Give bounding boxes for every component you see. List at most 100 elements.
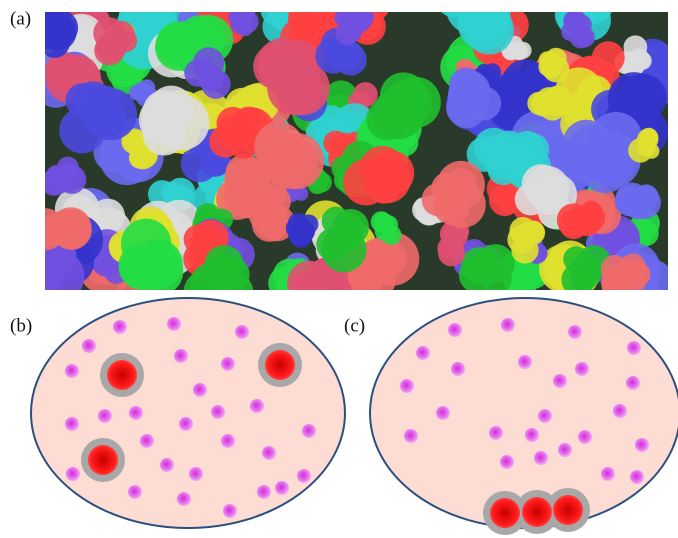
blob-part <box>542 87 570 115</box>
crowder <box>626 376 640 390</box>
blob-part <box>437 161 485 209</box>
cell-c <box>370 298 678 528</box>
crowder <box>179 417 193 431</box>
crowder <box>534 451 548 465</box>
crowder <box>235 325 249 339</box>
blob-part <box>322 207 351 236</box>
macromolecule <box>490 498 520 528</box>
crowder <box>223 504 237 518</box>
crowder <box>436 406 450 420</box>
blob-part <box>570 206 596 232</box>
blob-part <box>628 138 653 163</box>
protein-render <box>13 0 678 316</box>
macromolecule <box>88 445 118 475</box>
crowder <box>250 399 264 413</box>
crowder <box>501 318 515 332</box>
blob-part <box>449 70 491 112</box>
blob-part <box>461 247 498 284</box>
blob-part <box>336 44 361 69</box>
blob-part <box>634 184 659 209</box>
crowder <box>66 467 80 481</box>
crowder <box>189 467 203 481</box>
blob-part <box>230 12 252 34</box>
protein-blob <box>459 244 515 294</box>
crowder <box>174 349 188 363</box>
crowder <box>578 430 592 444</box>
crowder <box>448 323 462 337</box>
blob-part <box>257 38 309 90</box>
crowder <box>275 481 289 495</box>
blob-part <box>51 209 92 250</box>
panel-label: (a) <box>10 8 31 29</box>
crowder <box>262 446 276 460</box>
blob-part <box>437 237 460 260</box>
blob-part <box>382 225 402 245</box>
crowder <box>553 374 567 388</box>
crowder <box>221 357 235 371</box>
blob-part <box>214 257 250 293</box>
blob-part <box>543 51 560 68</box>
crowder <box>128 485 142 499</box>
crowder <box>193 383 207 397</box>
blob-part <box>163 183 182 202</box>
crowder <box>113 320 127 334</box>
crowder <box>635 438 649 452</box>
blob-part <box>93 17 125 49</box>
crowder <box>297 469 311 483</box>
blob-part <box>224 173 268 217</box>
blob-part <box>563 246 589 272</box>
crowder <box>82 339 96 353</box>
blob-part <box>601 255 629 283</box>
crowder <box>140 434 154 448</box>
macromolecule <box>107 360 137 390</box>
blob-part <box>373 88 425 140</box>
crowder <box>416 346 430 360</box>
crowder <box>400 379 414 393</box>
crowder <box>575 362 589 376</box>
blob-part <box>13 251 64 302</box>
blob-part <box>193 57 213 77</box>
macromolecule <box>265 350 295 380</box>
blob-part <box>343 159 389 205</box>
blob-part <box>624 35 648 59</box>
crowder <box>65 417 79 431</box>
blob-part <box>209 125 241 157</box>
crowder <box>630 470 644 484</box>
crowder <box>129 406 143 420</box>
protein-blob <box>24 207 92 250</box>
macromolecule <box>553 495 583 525</box>
blob-part <box>561 22 580 41</box>
blob-part <box>269 146 306 183</box>
crowder <box>160 458 174 472</box>
panel-label: (c) <box>344 315 365 336</box>
crowder <box>627 341 641 355</box>
figure: (a) (b) (c) <box>0 0 678 538</box>
crowder <box>404 429 418 443</box>
crowder <box>568 325 582 339</box>
crowder <box>451 362 465 376</box>
blob-part <box>288 219 314 245</box>
blob-part <box>287 261 332 306</box>
blob-part <box>89 86 121 118</box>
crowder <box>558 443 572 457</box>
crowder <box>538 409 552 423</box>
crowder <box>211 405 225 419</box>
panel-label: (b) <box>10 315 32 336</box>
crowder <box>518 355 532 369</box>
crowder <box>177 492 191 506</box>
crowder <box>613 404 627 418</box>
crowder <box>257 485 271 499</box>
crowder <box>500 455 514 469</box>
blob-part <box>43 166 71 194</box>
crowder <box>221 434 235 448</box>
crowder <box>167 317 181 331</box>
blob-part <box>344 22 363 41</box>
protein-blob <box>601 254 651 300</box>
blob-part <box>135 247 184 296</box>
protein-blob <box>615 183 661 220</box>
crowder <box>601 467 615 481</box>
crowder <box>65 364 79 378</box>
crowder <box>98 409 112 423</box>
blob-part <box>139 96 188 145</box>
crowder <box>525 428 539 442</box>
